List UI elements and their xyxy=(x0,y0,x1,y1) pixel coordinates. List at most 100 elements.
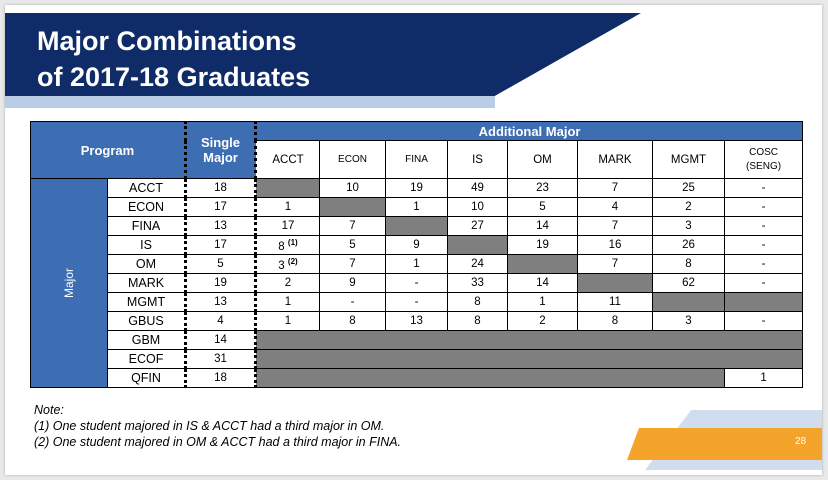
col-header: ECON xyxy=(319,140,386,179)
page-number: 28 xyxy=(795,436,807,447)
row-label: MGMT xyxy=(107,292,186,312)
table-cell: 7 xyxy=(319,254,386,274)
table-cell: - xyxy=(319,292,386,312)
table-cell: - xyxy=(723,235,804,255)
single-major-header: Single Major xyxy=(184,121,257,179)
table-cell: 1 xyxy=(385,254,448,274)
table-cell: 2 xyxy=(507,311,578,331)
row-label: FINA xyxy=(107,216,186,236)
table-cell: - xyxy=(723,273,804,293)
row-label: MARK xyxy=(107,273,186,293)
table-cell: 8 xyxy=(319,311,386,331)
diagonal-cell xyxy=(319,197,386,217)
title-band-decoration xyxy=(5,95,495,108)
single-major-cell: 18 xyxy=(184,368,257,388)
cell-value: 3 xyxy=(278,259,285,272)
table-cell: 8 xyxy=(652,254,725,274)
diagonal-cell xyxy=(385,216,448,236)
table-cell: 17 xyxy=(255,216,320,236)
row-label: GBUS xyxy=(107,311,186,331)
title-line-1: Major Combinations xyxy=(37,26,297,56)
table-cell: 25 xyxy=(652,178,725,198)
table-cell: 23 xyxy=(507,178,578,198)
table-cell: 4 xyxy=(577,197,653,217)
table-cell: 8 xyxy=(447,311,508,331)
table-cell: 1 xyxy=(723,368,804,388)
table-cell: 33 xyxy=(447,273,508,293)
single-major-cell: 19 xyxy=(184,273,257,293)
gray-block xyxy=(254,330,804,350)
gray-cell xyxy=(723,292,804,312)
row-label: ACCT xyxy=(107,178,186,198)
diagonal-cell xyxy=(652,292,725,312)
table-cell: 9 xyxy=(319,273,386,293)
single-major-cell: 31 xyxy=(184,349,257,369)
program-header: Program xyxy=(30,121,186,179)
table-cell: - xyxy=(723,216,804,236)
gray-block xyxy=(254,349,804,369)
table-cell: 1 xyxy=(507,292,578,312)
single-major-cell: 17 xyxy=(184,235,257,255)
table-cell: 3 xyxy=(652,216,725,236)
gray-block xyxy=(255,368,725,388)
table-cell-footnoted: 8 (1) xyxy=(255,235,320,255)
table-cell: 24 xyxy=(447,254,508,274)
table-cell: 19 xyxy=(507,235,578,255)
table-cell: 10 xyxy=(447,197,508,217)
footer-accent-bar xyxy=(627,428,822,460)
table-cell: - xyxy=(385,292,448,312)
single-major-cell: 4 xyxy=(184,311,257,331)
single-major-cell: 5 xyxy=(184,254,257,274)
table-cell: 7 xyxy=(319,216,386,236)
title-line-2: of 2017-18 Graduates xyxy=(37,62,311,92)
table-cell: 7 xyxy=(577,216,653,236)
table-cell-footnoted: 3 (2) xyxy=(255,254,320,274)
table-cell: 3 xyxy=(652,311,725,331)
col-header: OM xyxy=(507,140,578,179)
row-label: QFIN xyxy=(107,368,186,388)
footnote-mark-2: (2) xyxy=(287,256,298,266)
note-1: (1) One student majored in IS & ACCT had… xyxy=(34,419,385,433)
table-cell: 62 xyxy=(652,273,725,293)
row-label: ECON xyxy=(107,197,186,217)
table-cell: 7 xyxy=(577,178,653,198)
col-header-cosc-text: COSC (SENG) xyxy=(746,146,782,172)
diagonal-cell xyxy=(447,235,508,255)
table-cell: 26 xyxy=(652,235,725,255)
row-label: IS xyxy=(107,235,186,255)
notes-heading: Note: xyxy=(34,403,64,417)
table-cell: 49 xyxy=(447,178,508,198)
slide: Major Combinations of 2017-18 Graduates … xyxy=(5,5,822,475)
diagonal-cell xyxy=(577,273,653,293)
diagonal-cell xyxy=(507,254,578,274)
page-title: Major Combinations of 2017-18 Graduates xyxy=(37,23,310,95)
table-cell: 8 xyxy=(447,292,508,312)
table-cell: 1 xyxy=(255,197,320,217)
col-header-cosc: COSC (SENG) xyxy=(723,140,804,179)
table-cell: 13 xyxy=(385,311,448,331)
table-cell: - xyxy=(723,178,804,198)
col-header: MGMT xyxy=(652,140,725,179)
table-cell: 8 xyxy=(577,311,653,331)
footnote-mark-1: (1) xyxy=(287,237,298,247)
single-major-cell: 14 xyxy=(184,330,257,350)
table-cell: - xyxy=(723,311,804,331)
note-2: (2) One student majored in OM & ACCT had… xyxy=(34,435,402,449)
table-cell: 9 xyxy=(385,235,448,255)
row-label: ECOF xyxy=(107,349,186,369)
row-label: GBM xyxy=(107,330,186,350)
table-cell: 27 xyxy=(447,216,508,236)
table-cell: 1 xyxy=(385,197,448,217)
table-cell: - xyxy=(723,254,804,274)
col-header: FINA xyxy=(385,140,448,179)
table-cell: 19 xyxy=(385,178,448,198)
table-cell: 1 xyxy=(255,311,320,331)
table-cell: 14 xyxy=(507,216,578,236)
table-cell: 1 xyxy=(255,292,320,312)
single-major-cell: 18 xyxy=(184,178,257,198)
table-cell: 10 xyxy=(319,178,386,198)
col-header: ACCT xyxy=(255,140,320,179)
table-cell: 5 xyxy=(507,197,578,217)
table-cell: 7 xyxy=(577,254,653,274)
table-cell: 14 xyxy=(507,273,578,293)
